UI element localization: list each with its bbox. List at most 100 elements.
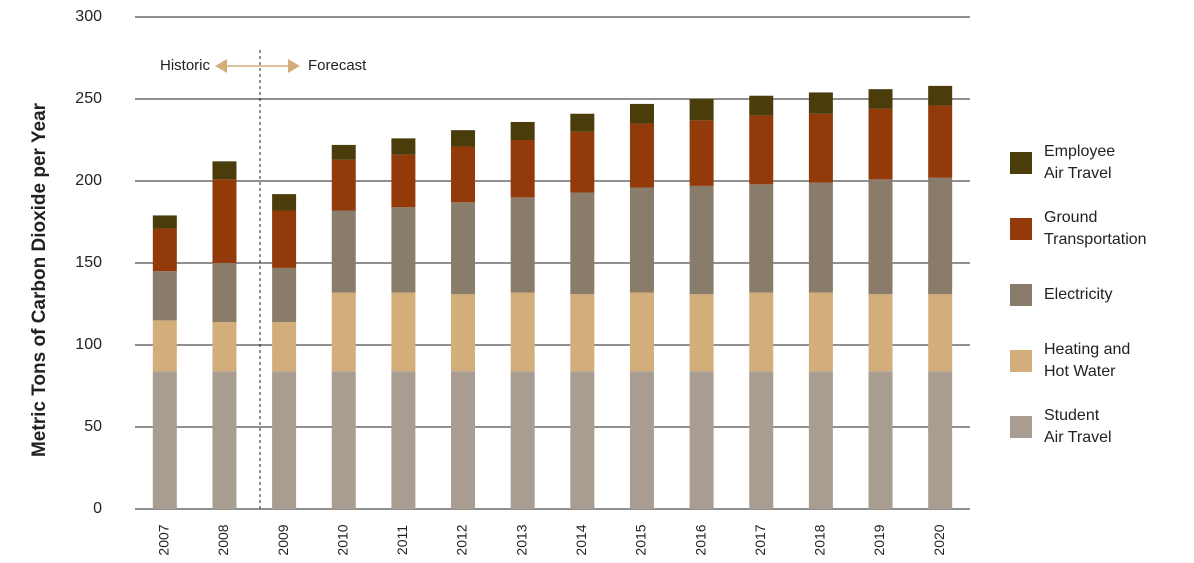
bar-segment xyxy=(689,120,714,186)
bar-segment xyxy=(689,294,714,372)
bar-segment xyxy=(629,187,654,293)
y-tick-label: 0 xyxy=(93,500,102,517)
annotation: Forecast xyxy=(308,57,367,74)
x-tick-label: 2019 xyxy=(871,524,887,555)
y-tick-label: 200 xyxy=(75,172,102,189)
bar-segment xyxy=(570,192,595,295)
legend-swatch xyxy=(1010,284,1032,306)
bar-segment xyxy=(212,322,237,372)
x-tick-label: 2009 xyxy=(275,524,291,555)
legend-item: Student Air Travel xyxy=(1010,394,1190,460)
legend-swatch xyxy=(1010,152,1032,174)
x-tick-label: 2012 xyxy=(454,524,470,555)
bar-segment xyxy=(928,371,953,509)
bar-segment xyxy=(272,371,297,509)
x-tick-label: 2013 xyxy=(513,524,529,555)
bar-segment xyxy=(272,194,297,211)
bar-segment xyxy=(152,371,177,509)
annotation: Historic xyxy=(160,57,211,74)
legend-label: Student Air Travel xyxy=(1044,407,1112,446)
bar-segment xyxy=(629,292,654,372)
bar-segment xyxy=(689,371,714,509)
bar-segment xyxy=(808,182,833,293)
y-tick-label: 50 xyxy=(84,418,102,435)
bar-segment xyxy=(152,215,177,229)
legend-label: Employee Air Travel xyxy=(1044,143,1116,182)
bar-segment xyxy=(928,85,953,106)
y-axis-label: Metric Tons of Carbon Dioxide per Year xyxy=(29,102,50,457)
bar-segment xyxy=(928,177,953,295)
bar-segment xyxy=(749,95,774,116)
x-tick-label: 2010 xyxy=(334,524,350,555)
legend-item: Heating and Hot Water xyxy=(1010,328,1190,394)
y-tick-label: 250 xyxy=(75,90,102,107)
x-tick-label: 2018 xyxy=(812,524,828,555)
bar-segment xyxy=(331,371,356,509)
bar-segment xyxy=(152,228,177,272)
bar-segment xyxy=(451,146,476,203)
legend: Employee Air Travel Ground Transportation… xyxy=(1010,130,1190,460)
x-tick-label: 2016 xyxy=(692,524,708,555)
bar-segment xyxy=(451,130,476,147)
legend-item: Ground Transportation xyxy=(1010,196,1190,262)
x-tick-label: 2020 xyxy=(931,524,947,555)
bar-segment xyxy=(331,210,356,293)
bar-segment xyxy=(749,184,774,293)
y-tick-label: 100 xyxy=(75,336,102,353)
legend-swatch xyxy=(1010,218,1032,240)
bar-segment xyxy=(868,108,893,180)
bar-segment xyxy=(749,371,774,509)
bar-segment xyxy=(808,292,833,372)
legend-label: Electricity xyxy=(1044,286,1113,303)
bar-segment xyxy=(510,371,535,509)
bar-segment xyxy=(272,267,297,323)
bar-segment xyxy=(391,154,416,208)
bar-segment xyxy=(391,207,416,293)
bar-segment xyxy=(629,103,654,124)
bar-segment xyxy=(808,92,833,114)
bar-segment xyxy=(629,371,654,509)
bar-segment xyxy=(212,161,237,180)
bar-segment xyxy=(570,294,595,372)
x-tick-label: 2008 xyxy=(215,524,231,555)
bar-segment xyxy=(331,292,356,372)
x-tick-label: 2014 xyxy=(573,524,589,555)
bar-segment xyxy=(868,371,893,509)
bar-segment xyxy=(510,121,535,140)
legend-item: Employee Air Travel xyxy=(1010,130,1190,196)
bar-segment xyxy=(629,123,654,188)
bar-segment xyxy=(928,294,953,372)
bar-segment xyxy=(391,292,416,372)
bar-segment xyxy=(331,159,356,211)
bar-segment xyxy=(510,292,535,372)
bar-segment xyxy=(510,197,535,293)
bar-segment xyxy=(331,144,356,160)
y-tick-label: 150 xyxy=(75,254,102,271)
bar-segment xyxy=(689,99,714,121)
bar-segment xyxy=(749,115,774,185)
bar-segment xyxy=(808,371,833,509)
bar-segment xyxy=(212,263,237,323)
legend-swatch xyxy=(1010,416,1032,438)
bar-segment xyxy=(570,113,595,132)
bar-segment xyxy=(868,89,893,109)
legend-label: Heating and Hot Water xyxy=(1044,341,1131,380)
bar-segment xyxy=(152,320,177,372)
bar-segment xyxy=(272,322,297,372)
y-tick-label: 300 xyxy=(75,8,102,25)
bar-segment xyxy=(749,292,774,372)
x-tick-label: 2017 xyxy=(752,524,768,555)
bar-segment xyxy=(570,371,595,509)
bar-segment xyxy=(451,202,476,295)
arrow-head xyxy=(215,59,227,73)
x-tick-label: 2011 xyxy=(394,525,410,555)
x-tick-label: 2007 xyxy=(156,524,172,555)
x-tick-label: 2015 xyxy=(633,524,649,555)
arrow-head xyxy=(288,59,300,73)
bar-segment xyxy=(451,371,476,509)
bar-segment xyxy=(212,371,237,509)
bar-segment xyxy=(451,294,476,372)
bar-segment xyxy=(570,131,595,193)
bar-segment xyxy=(272,210,297,268)
